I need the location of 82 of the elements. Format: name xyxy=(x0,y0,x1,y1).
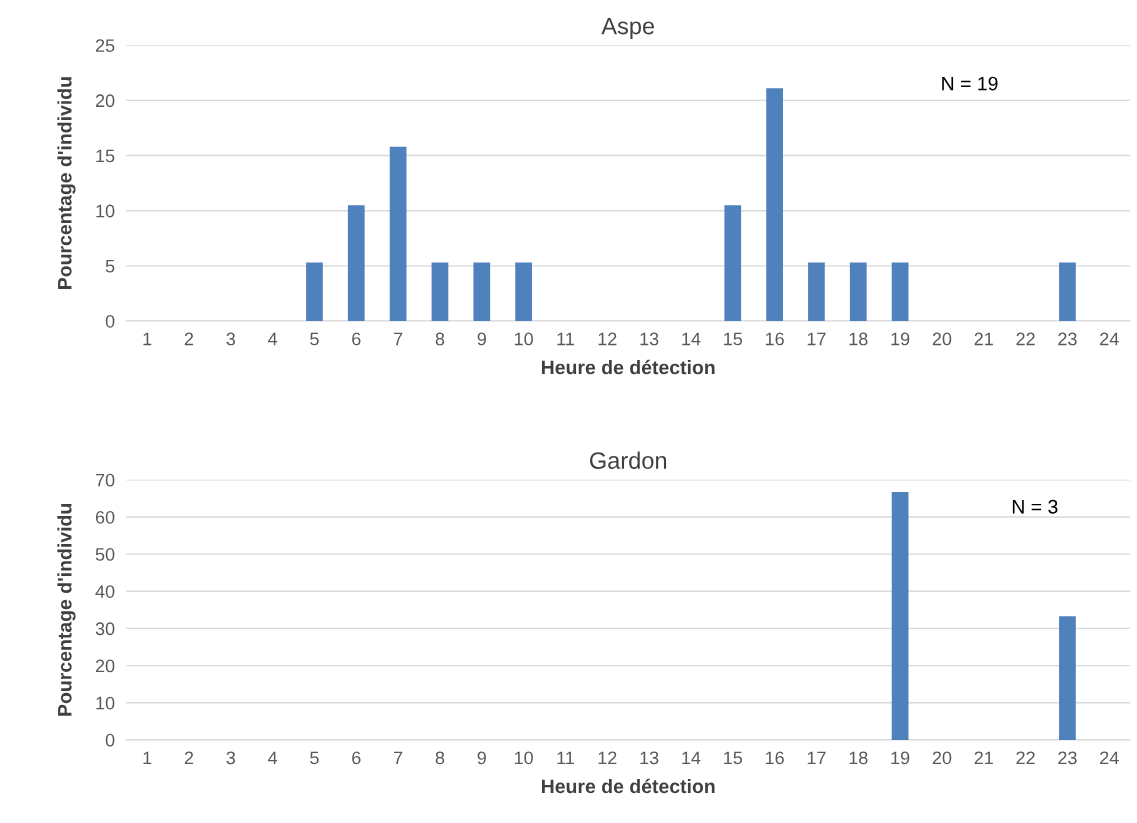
bar xyxy=(389,146,407,321)
x-axis-title: Heure de détection xyxy=(541,359,715,375)
x-tick-label: 11 xyxy=(557,751,574,765)
x-tick-label: 5 xyxy=(310,751,319,765)
bar xyxy=(515,262,532,321)
y-tick-label: 10 xyxy=(96,696,115,710)
x-tick-label: 20 xyxy=(932,332,952,346)
x-tick-label: 6 xyxy=(352,332,361,346)
x-tick-label: 1 xyxy=(143,332,152,346)
x-tick-label: 18 xyxy=(849,751,868,765)
x-tick-label: 14 xyxy=(682,332,701,346)
y-tick-label: 5 xyxy=(105,259,115,273)
x-tick-label: 8 xyxy=(435,332,445,346)
y-tick-label: 20 xyxy=(95,94,115,108)
x-tick-label: 24 xyxy=(1100,751,1119,765)
x-tick-label: 8 xyxy=(435,751,445,765)
bar xyxy=(724,205,742,321)
x-tick-label: 15 xyxy=(724,332,743,346)
x-tick-label: 21 xyxy=(974,751,993,765)
x-tick-label: 9 xyxy=(477,332,486,346)
y-tick-label: 30 xyxy=(95,622,115,636)
annotation: N = 19 xyxy=(942,76,998,91)
bar xyxy=(306,262,323,321)
y-tick-label: 10 xyxy=(96,204,115,218)
x-tick-label: 4 xyxy=(268,751,278,765)
y-tick-label: 25 xyxy=(95,39,115,52)
x-tick-label: 7 xyxy=(394,751,403,765)
x-tick-label: 15 xyxy=(724,751,743,765)
x-tick-label: 13 xyxy=(640,751,659,765)
y-tick-label: 70 xyxy=(95,473,115,487)
bar xyxy=(1059,262,1076,321)
x-tick-label: 16 xyxy=(765,332,784,346)
x-tick-label: 3 xyxy=(226,751,236,765)
x-tick-label: 16 xyxy=(765,751,784,765)
x-tick-label: 9 xyxy=(477,751,486,765)
x-tick-label: 3 xyxy=(226,332,236,346)
y-tick-label: 20 xyxy=(95,659,115,673)
x-tick-label: 11 xyxy=(557,332,574,346)
x-tick-label: 19 xyxy=(891,332,910,346)
x-tick-label: 18 xyxy=(849,332,868,346)
y-tick-label: 60 xyxy=(95,510,115,524)
x-tick-label: 2 xyxy=(184,332,194,346)
x-tick-label: 12 xyxy=(598,751,617,765)
bar xyxy=(431,262,449,321)
x-tick-label: 2 xyxy=(184,751,194,765)
x-tick-label: 10 xyxy=(514,751,533,765)
y-tick-label: 40 xyxy=(95,585,115,598)
x-tick-label: 12 xyxy=(598,332,617,346)
x-tick-label: 22 xyxy=(1016,332,1035,346)
y-tick-label: 0 xyxy=(105,314,115,328)
bar xyxy=(808,262,825,321)
x-tick-label: 17 xyxy=(807,751,826,765)
bar xyxy=(849,262,867,321)
x-tick-label: 23 xyxy=(1058,332,1077,346)
annotation: N = 3 xyxy=(1012,499,1058,514)
chart-title: Gardon xyxy=(590,451,667,469)
x-tick-label: 24 xyxy=(1100,332,1119,346)
x-tick-label: 7 xyxy=(394,332,403,346)
x-tick-label: 14 xyxy=(682,751,701,765)
chart-title: Aspe xyxy=(601,17,655,40)
x-tick-label: 1 xyxy=(143,751,152,765)
bar xyxy=(766,88,783,321)
x-axis-title: Heure de détection xyxy=(541,778,715,794)
y-axis-title: Pourcentage d'individu xyxy=(57,504,76,716)
y-tick-label: 50 xyxy=(95,548,115,561)
x-tick-label: 10 xyxy=(514,332,533,346)
y-tick-label: 0 xyxy=(105,733,115,747)
y-tick-label: 15 xyxy=(96,149,115,163)
x-tick-label: 19 xyxy=(891,751,910,765)
x-tick-label: 5 xyxy=(310,332,319,346)
bar xyxy=(891,262,909,321)
bar xyxy=(473,262,491,321)
x-tick-label: 23 xyxy=(1058,751,1077,765)
x-tick-label: 20 xyxy=(932,751,952,765)
x-tick-label: 21 xyxy=(974,332,993,346)
x-tick-label: 13 xyxy=(640,332,659,346)
x-tick-label: 4 xyxy=(268,332,278,346)
bar xyxy=(347,205,365,321)
x-tick-label: 17 xyxy=(807,332,826,346)
x-tick-label: 22 xyxy=(1016,751,1035,765)
x-tick-label: 6 xyxy=(352,751,361,765)
y-axis-title: Pourcentage d'individu xyxy=(57,77,76,289)
